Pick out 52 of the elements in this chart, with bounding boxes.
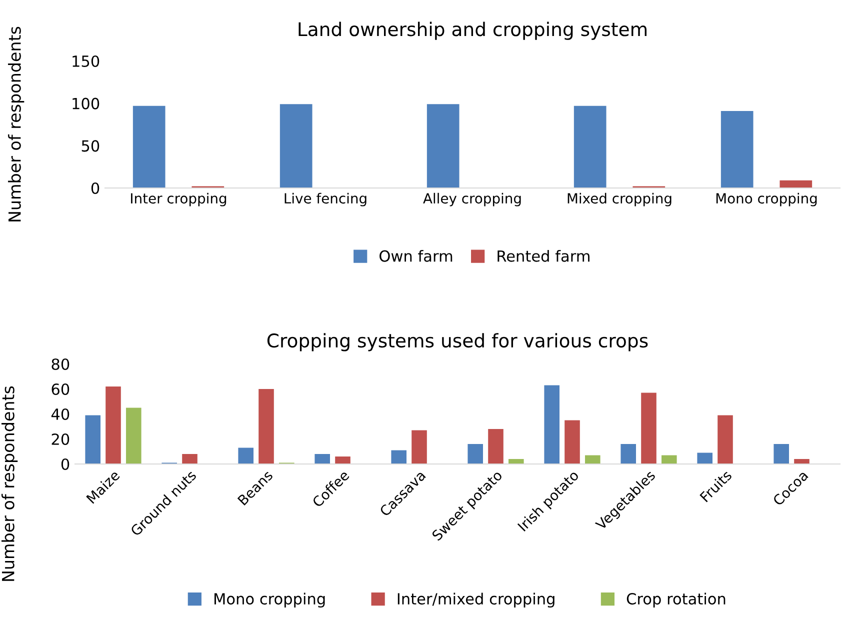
y-axis-title: Number of respondents bbox=[8, 26, 24, 222]
bar bbox=[426, 104, 460, 188]
bar bbox=[106, 386, 121, 464]
y-tick-label: 40 bbox=[51, 408, 70, 420]
bar bbox=[132, 106, 166, 188]
chart-title: Cropping systems used for various crops bbox=[267, 333, 648, 352]
legend-label: Mono cropping bbox=[214, 592, 325, 608]
bar bbox=[126, 408, 142, 464]
bar bbox=[335, 456, 350, 464]
y-tick-label: 0 bbox=[91, 182, 100, 194]
y-tick-label: 80 bbox=[52, 358, 70, 370]
bar bbox=[774, 444, 789, 464]
y-tick-label: 60 bbox=[52, 383, 70, 396]
chart-title: Land ownership and cropping system bbox=[298, 22, 646, 40]
bar bbox=[544, 385, 560, 464]
bar bbox=[508, 459, 524, 464]
bar bbox=[662, 455, 677, 464]
bar bbox=[620, 444, 636, 464]
legend-label: Inter/mixed cropping bbox=[398, 592, 554, 608]
bar bbox=[280, 104, 312, 188]
bar bbox=[720, 110, 754, 188]
bar bbox=[412, 430, 427, 464]
bar bbox=[585, 455, 600, 464]
bar bbox=[718, 415, 733, 464]
y-tick-label: 100 bbox=[72, 98, 100, 110]
y-axis-title: Number of respondents bbox=[1, 386, 18, 581]
bar bbox=[488, 429, 504, 464]
x-tick-label: Inter cropping bbox=[131, 192, 226, 206]
y-tick-label: 150 bbox=[72, 55, 100, 68]
bar bbox=[258, 389, 274, 464]
x-tick-label: Live fencing bbox=[284, 192, 366, 206]
legend-label: Rented farm bbox=[498, 250, 590, 262]
y-tick-label: 0 bbox=[61, 458, 70, 470]
y-tick-label: 20 bbox=[52, 433, 70, 446]
bar bbox=[85, 415, 100, 464]
bar bbox=[697, 452, 712, 464]
bar bbox=[574, 106, 606, 188]
bar bbox=[794, 459, 810, 464]
bar bbox=[780, 180, 812, 188]
x-tick-label: Mixed cropping bbox=[568, 192, 672, 206]
x-tick-label: Mono cropping bbox=[716, 192, 817, 206]
y-tick-label: 50 bbox=[82, 140, 100, 152]
bar bbox=[468, 444, 483, 464]
bar bbox=[314, 454, 330, 464]
bar bbox=[238, 448, 254, 464]
bar bbox=[641, 392, 656, 464]
x-tick-label: Alley cropping bbox=[423, 192, 521, 206]
legend-label: Crop rotation bbox=[626, 592, 726, 608]
legend-label: Own farm bbox=[380, 250, 452, 262]
bar bbox=[391, 450, 406, 464]
bar bbox=[182, 454, 198, 464]
bar bbox=[564, 420, 580, 464]
